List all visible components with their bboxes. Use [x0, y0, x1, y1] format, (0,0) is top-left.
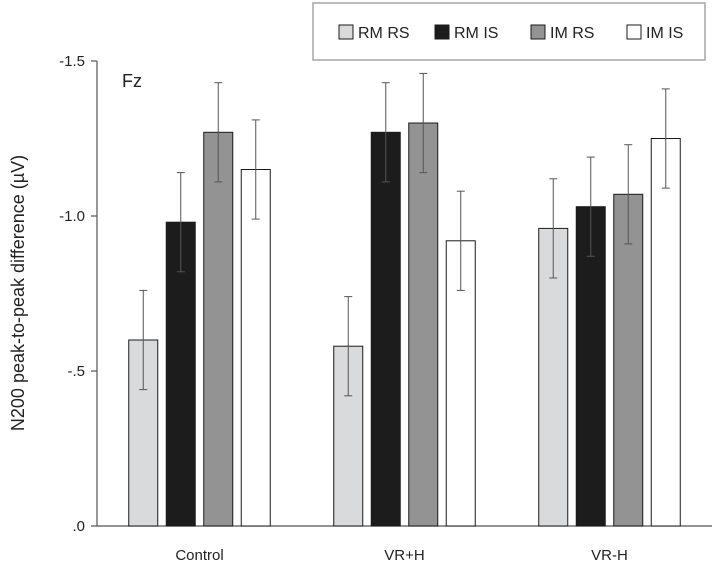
y-tick-label: -1.0: [59, 208, 85, 225]
x-tick-labels: Control VR+H VR-H: [175, 547, 628, 563]
y-ticks: .0 -.5 -1.0 -1.5: [59, 53, 97, 535]
bar: [408, 122, 439, 527]
legend-entry: IM RS: [550, 25, 594, 42]
legend-swatch: [626, 24, 642, 40]
y-tick-label: -.5: [67, 363, 85, 380]
y-tick-label: -1.5: [59, 53, 85, 70]
y-tick-label: .0: [72, 518, 85, 535]
legend-swatch: [338, 24, 354, 40]
x-tick-label: VR+H: [384, 547, 424, 563]
legend-entry: RM IS: [454, 25, 498, 42]
bar: [613, 193, 644, 527]
error-bars: [139, 72, 670, 397]
bar: [203, 131, 234, 527]
legend-entry: RM RS: [358, 25, 410, 42]
legend-swatch: [530, 24, 546, 40]
legend-entry: IM IS: [646, 25, 683, 42]
y-axis-label: N200 peak-to-peak difference (µV): [8, 155, 28, 431]
bar: [650, 138, 681, 527]
bar: [575, 206, 606, 527]
panel-annotation: Fz: [122, 71, 142, 91]
bars: [128, 122, 681, 527]
legend-swatch: [434, 24, 450, 40]
bar: [240, 169, 271, 527]
x-tick-label: Control: [175, 547, 223, 563]
x-tick-label: VR-H: [591, 547, 628, 563]
legend: RM RS RM IS IM RS IM IS: [338, 24, 683, 42]
bar: [370, 131, 401, 527]
bar: [165, 221, 196, 527]
